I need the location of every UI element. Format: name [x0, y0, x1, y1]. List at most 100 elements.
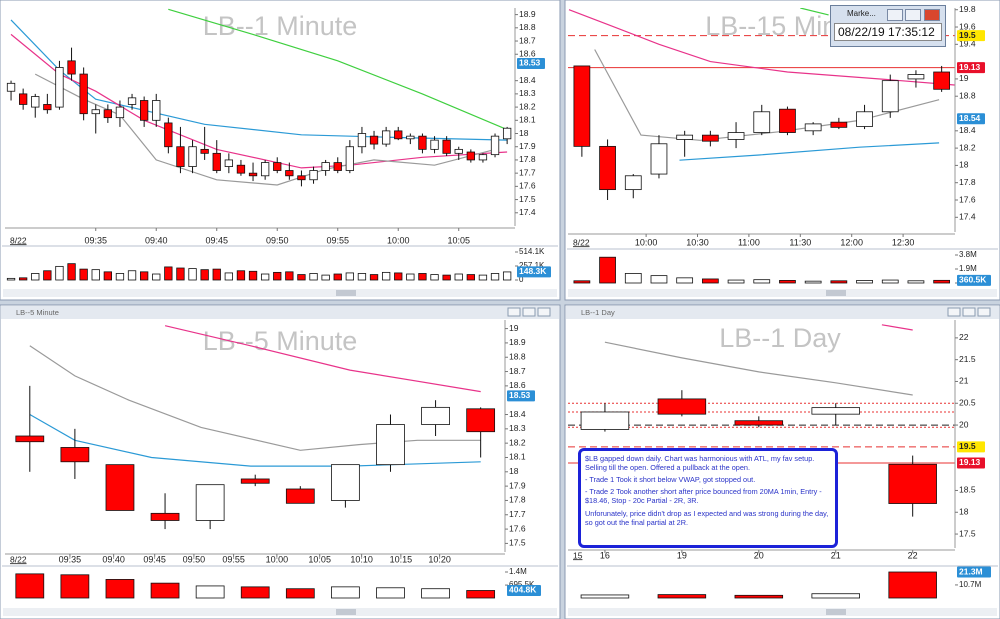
note-paragraph: - Trade 2 Took another short after price… — [585, 487, 822, 506]
y-tick-label: 20.5 — [959, 398, 976, 408]
moving-average — [881, 324, 913, 331]
plot-area — [15, 325, 496, 530]
volume-bar — [580, 594, 630, 599]
volume-bar — [103, 271, 112, 281]
price-tag — [957, 457, 985, 469]
volume-bar — [727, 279, 745, 284]
volume-bar — [502, 271, 512, 281]
volume-bar — [79, 268, 88, 281]
y-tick-label: 17.7 — [519, 167, 536, 177]
volume-bar — [321, 274, 330, 281]
y-tick-label: 19 — [959, 73, 969, 83]
volume-bar — [345, 272, 354, 281]
date-label: 8/22 — [10, 554, 27, 564]
panel-title: LB--5 Minute — [16, 308, 59, 317]
candle-body — [15, 435, 45, 443]
candle-body — [248, 172, 258, 177]
moving-average — [34, 73, 496, 186]
scrollbar-thumb[interactable] — [826, 609, 846, 615]
volume-bar — [176, 267, 185, 281]
candle-body — [345, 146, 354, 171]
volume-bar — [212, 268, 221, 281]
y-tick-label: 18.2 — [519, 101, 536, 111]
volume-bar — [811, 593, 860, 599]
y-tick-label: 18.6 — [509, 380, 526, 390]
x-tick-label: 10:30 — [686, 237, 709, 247]
y-tick-label: 17.7 — [509, 509, 526, 519]
candle-body — [727, 132, 745, 140]
scrollbar-thumb[interactable] — [336, 290, 356, 296]
candle-body — [115, 106, 125, 119]
x-tick-label: 11:30 — [789, 237, 811, 247]
minimize-button[interactable] — [887, 9, 903, 21]
candle-body — [331, 464, 360, 501]
price-tag-label: 19.13 — [959, 62, 981, 72]
x-tick-label: 19 — [677, 550, 687, 560]
y-tick-label: 18.4 — [509, 409, 526, 419]
candle-body — [442, 139, 451, 154]
volume-bar — [115, 273, 125, 281]
price-tag-label: 19.5 — [959, 30, 976, 40]
candle-body — [394, 130, 403, 140]
volume-bar — [15, 573, 45, 599]
candle-body — [321, 162, 330, 171]
volume-bar — [933, 279, 951, 284]
y-tick-label: 18 — [959, 160, 969, 170]
x-tick-label: 10:05 — [308, 554, 331, 564]
plot-area — [6, 8, 512, 187]
window-button[interactable] — [962, 307, 976, 317]
y-tick-label: 17.5 — [519, 194, 536, 204]
scrollbar-thumb[interactable] — [336, 609, 356, 615]
y-tick-label: 19.6 — [959, 21, 976, 31]
y-tick-label: 18.7 — [509, 366, 526, 376]
candle-body — [881, 80, 899, 113]
volume-bar — [55, 265, 64, 281]
price-tag-label: 19.5 — [959, 441, 976, 451]
candle-body — [624, 175, 642, 191]
volume-bar — [907, 280, 925, 284]
volume-bar — [466, 590, 496, 599]
moving-average — [168, 8, 508, 131]
candle-body — [333, 162, 342, 171]
volume-bar — [804, 280, 822, 284]
candle-body — [650, 143, 668, 175]
x-tick-label: 10:00 — [635, 237, 658, 247]
candle-body — [357, 133, 367, 148]
window-button[interactable] — [537, 307, 551, 317]
window-title: Marke... — [847, 9, 876, 18]
window-button[interactable] — [977, 307, 991, 317]
volume-bar — [285, 271, 294, 281]
panel-title: LB--1 Day — [581, 308, 615, 317]
window-button[interactable] — [947, 307, 961, 317]
volume-bar — [624, 273, 642, 284]
volume-tick-label: 3.8M — [959, 250, 977, 259]
moving-average — [164, 325, 481, 393]
clock-window: Marke... 08/22/19 17:35:12 — [830, 5, 946, 47]
window-button[interactable] — [507, 307, 521, 317]
volume-bar — [376, 587, 405, 599]
scrollbar-thumb[interactable] — [826, 290, 846, 296]
maximize-button[interactable] — [905, 9, 921, 21]
moving-average — [29, 413, 481, 467]
window-button[interactable] — [522, 307, 536, 317]
candle-body — [79, 73, 88, 115]
y-tick-label: 18.3 — [509, 423, 526, 433]
volume-bar — [240, 586, 270, 599]
volume-bar — [152, 273, 161, 281]
volume-bar — [599, 256, 616, 284]
candle-body — [856, 111, 873, 127]
close-button[interactable] — [924, 9, 940, 21]
candle-body — [369, 135, 379, 145]
y-tick-label: 17.8 — [509, 495, 526, 505]
price-tag — [957, 441, 985, 453]
candle-body — [195, 484, 225, 521]
volume-bar — [454, 273, 463, 281]
y-tick-label: 17.8 — [959, 177, 976, 187]
candle-body — [406, 135, 415, 140]
y-tick-label: 18 — [509, 466, 519, 476]
panel — [0, 0, 561, 301]
price-tag — [957, 113, 985, 125]
candle-body — [418, 135, 427, 150]
